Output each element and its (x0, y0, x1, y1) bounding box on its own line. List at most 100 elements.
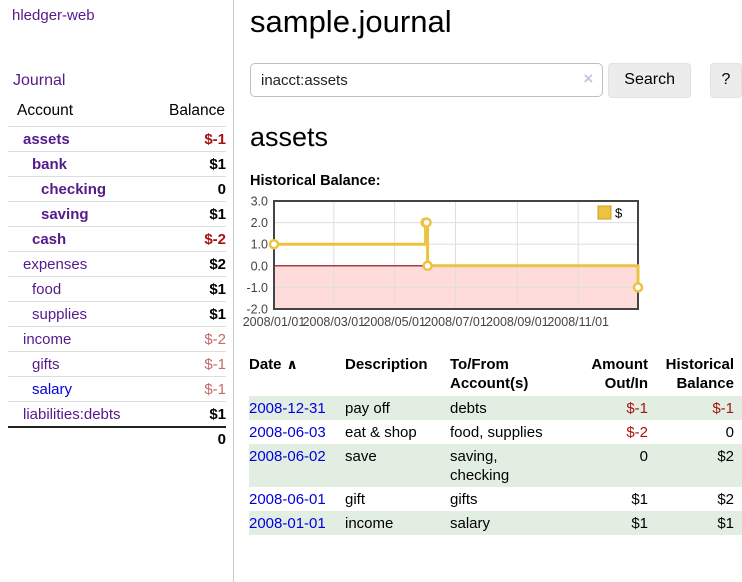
sidebar-account-link-saving[interactable]: saving (41, 206, 89, 223)
account-name-cell: cash (8, 226, 153, 252)
account-row: salary $-1 (8, 376, 226, 402)
transaction-amount: $-2 (626, 424, 648, 442)
x-axis-tick-label: 2008/01/01 (243, 315, 306, 329)
transaction-accounts: saving, checking (450, 448, 510, 485)
transaction-balance: $2 (717, 491, 734, 509)
accounts-total-balance: 0 (152, 426, 226, 450)
transaction-row: 2008-12-31 pay off debts $-1 $-1 (249, 396, 742, 421)
search-button[interactable]: Search (608, 62, 691, 98)
account-name-cell: expenses (8, 251, 153, 277)
account-row: income $-2 (8, 326, 226, 352)
sidebar-account-link-checking[interactable]: checking (41, 181, 107, 198)
help-button[interactable]: ? (710, 62, 742, 98)
accounts-total-row: 0 (8, 426, 226, 450)
transaction-balance: 0 (725, 424, 734, 442)
transaction-accounts: food, supplies (450, 424, 543, 442)
chart-border (273, 200, 639, 311)
transaction-description: eat & shop (345, 424, 417, 442)
account-balance: $1 (152, 151, 226, 177)
chart-data-point (268, 239, 280, 250)
clear-search-icon[interactable]: × (583, 69, 594, 89)
register-table: Date ∧ Description To/From Account(s) Amount… (249, 353, 742, 536)
account-balance: $1 (152, 276, 226, 302)
historical-balance-chart: $3.0 2.0 1.0 0.0 -1.0 -2.02008/01/012008/03/0… (243, 195, 644, 329)
account-heading: assets (250, 121, 329, 152)
sidebar-account-link-income[interactable]: income (23, 331, 72, 348)
account-balance: $-2 (152, 326, 226, 352)
transaction-date-cell: 2008-06-02 (249, 444, 345, 487)
account-row: bank $1 (8, 151, 226, 177)
y-axis-tick-label: -1.0 (246, 281, 268, 295)
account-row: supplies $1 (8, 301, 226, 327)
legend-label: $ (615, 206, 623, 221)
sidebar-account-link-salary[interactable]: salary (32, 381, 73, 398)
account-name-cell: checking (8, 176, 153, 202)
account-balance: $-1 (152, 126, 226, 152)
sidebar-account-link-liabilities-debts[interactable]: liabilities:debts (23, 406, 121, 423)
account-row: assets $-1 (8, 126, 226, 152)
x-axis-tick-label: 2008/03/01 (303, 315, 366, 329)
chart-title: Historical Balance: (250, 173, 381, 190)
account-row: liabilities:debts $1 (8, 401, 226, 427)
account-name-cell: income (8, 326, 153, 352)
sidebar-account-link-supplies[interactable]: supplies (32, 306, 88, 323)
search-input[interactable] (250, 63, 604, 98)
sidebar-account-link-expenses[interactable]: expenses (23, 256, 88, 273)
transaction-balance: $-1 (712, 400, 734, 418)
transaction-description: pay off (345, 400, 390, 418)
account-name-cell: saving (8, 201, 153, 227)
transaction-balance: $1 (717, 515, 734, 533)
transaction-description: income (345, 515, 394, 533)
transaction-date-link[interactable]: 2008-06-02 (249, 448, 326, 466)
transaction-amount: 0 (639, 448, 648, 466)
sidebar-account-link-assets[interactable]: assets (23, 131, 70, 148)
account-balance: $1 (152, 301, 226, 327)
account-row: checking 0 (8, 176, 226, 202)
search-form: × Search ? (250, 62, 742, 98)
transaction-date-link[interactable]: 2008-06-01 (249, 491, 326, 509)
y-axis-tick-label: 2.0 (251, 216, 268, 230)
register-header-row: Date ∧ Description To/From Account(s) Amount… (249, 353, 742, 396)
account-name-cell: supplies (8, 301, 153, 327)
transaction-description: gift (345, 491, 366, 509)
transaction-date-link[interactable]: 2008-12-31 (249, 400, 326, 418)
search-input-wrap: × (250, 63, 604, 98)
register-header-date[interactable]: Date ∧ (249, 356, 298, 374)
transaction-accounts: debts (450, 400, 487, 418)
transaction-description: save (345, 448, 377, 466)
transaction-row: 2008-06-03 eat & shop food, supplies $-2 0 (249, 420, 742, 444)
accounts-total-spacer (8, 426, 153, 450)
transaction-balance: $2 (717, 448, 734, 466)
transaction-row: 2008-01-01 income salary $1 $1 (249, 511, 742, 536)
y-axis-tick-label: -2.0 (246, 303, 268, 317)
account-row: saving $1 (8, 201, 226, 227)
sidebar-account-link-cash[interactable]: cash (32, 231, 67, 248)
account-name-cell: bank (8, 151, 153, 177)
account-row: expenses $2 (8, 251, 226, 277)
transaction-accounts: gifts (450, 491, 478, 509)
accounts-table: Account Balance assets $-1 bank $1 checking 0… (8, 102, 226, 450)
account-name-cell: assets (8, 126, 153, 152)
x-axis-tick-label: 2008/11/01 (547, 315, 609, 329)
y-axis-tick-label: 0.0 (251, 260, 268, 274)
chart-data-point (421, 217, 432, 229)
transaction-date-cell: 2008-01-01 (249, 511, 345, 535)
sidebar-item-journal[interactable]: Journal (13, 72, 66, 89)
sidebar-account-link-food[interactable]: food (32, 281, 62, 298)
y-axis-tick-label: 1.0 (251, 238, 268, 252)
account-name-cell: gifts (8, 351, 153, 377)
transaction-date-cell: 2008-12-31 (249, 396, 345, 420)
account-balance: $-1 (152, 351, 226, 377)
transaction-amount: $1 (631, 515, 648, 533)
transaction-date-link[interactable]: 2008-06-03 (249, 424, 326, 442)
x-axis-tick-label: 2008/05/01 (363, 315, 426, 329)
transaction-date-link[interactable]: 2008-01-01 (249, 515, 326, 533)
accounts-header-account: Account (17, 102, 74, 119)
sidebar-account-link-gifts[interactable]: gifts (32, 356, 60, 373)
sidebar: hledger-web Journal Account Balance asse… (0, 0, 234, 582)
chart-data-point (632, 282, 644, 293)
register-header-accounts: To/From Account(s) (450, 356, 529, 393)
sidebar-account-link-bank[interactable]: bank (32, 156, 68, 173)
app-home-link[interactable]: hledger-web (12, 7, 95, 24)
